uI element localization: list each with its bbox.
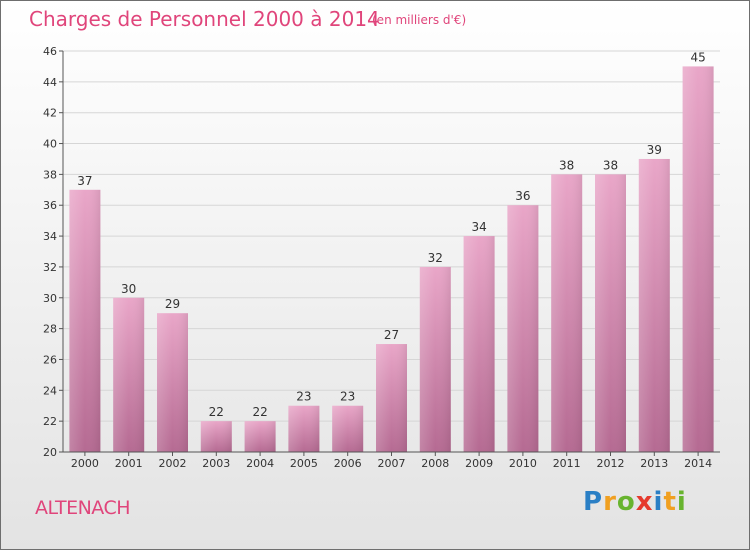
data-label: 34 [471,220,486,234]
y-tick-label: 40 [43,138,57,151]
bar-shade [682,66,714,452]
bar-shade [113,297,145,452]
bar-shade [551,174,583,452]
bar-shade [69,189,101,453]
bar-shade [244,421,276,452]
y-tick-label: 32 [43,261,57,274]
x-tick-label: 2001 [115,457,143,470]
y-tick-label: 46 [43,45,57,58]
axes: 20 22 24 26 28 30 32 34 36 38 40 42 44 46 2000 2001 2002… [43,45,720,470]
y-tick-label: 24 [43,384,57,397]
data-labels: 37 30 29 22 22 23 23 27 32 34 36 38 38 39 45 [77,50,705,419]
x-tick-label: 2013 [640,457,668,470]
data-label: 22 [209,405,224,419]
y-tick-label: 28 [43,323,57,336]
x-tick-label: 2007 [378,457,406,470]
logo-letter: i [653,487,664,517]
y-tick-label: 30 [43,292,57,305]
y-tick-label: 22 [43,415,57,428]
proxiti-logo: Proxiti [583,487,687,517]
bar-shade [463,236,495,452]
data-label: 22 [252,405,267,419]
x-tick-label: 2014 [684,457,712,470]
data-label: 38 [603,158,618,172]
bar-shade [332,405,364,452]
x-tick-label: 2002 [159,457,187,470]
data-label: 37 [77,174,92,188]
x-tick-label: 2004 [246,457,274,470]
y-tick-label: 38 [43,168,57,181]
x-tick-label: 2010 [509,457,537,470]
data-label: 38 [559,158,574,172]
y-tick-label: 26 [43,353,57,366]
y-tick-label: 36 [43,199,57,212]
bar-shade [376,344,407,452]
data-label: 23 [340,390,355,404]
bar-shade [595,174,626,452]
bar-shade [157,313,188,452]
chart-title: Charges de Personnel 2000 à 2014 [29,7,380,31]
chart-subtitle: (en milliers d'€) [372,13,467,27]
bar-shade [507,205,539,452]
x-tick-label: 2003 [202,457,230,470]
x-tick-label: 2000 [71,457,99,470]
x-tick-label: 2011 [553,457,581,470]
bar-shade [288,405,320,452]
x-tick-label: 2006 [334,457,362,470]
data-label: 32 [428,251,443,265]
y-tick-label: 34 [43,230,57,243]
y-tick-label: 44 [43,76,57,89]
bars [69,66,714,453]
logo-letter: o [616,487,636,517]
x-tick-label: 2009 [465,457,493,470]
data-label: 45 [690,50,705,64]
logo-letter: i [676,487,687,517]
x-tick-label: 2012 [597,457,625,470]
data-label: 39 [647,143,662,157]
data-label: 23 [296,390,311,404]
x-tick-label: 2008 [421,457,449,470]
data-label: 29 [165,297,180,311]
y-tick-label: 42 [43,107,57,120]
logo-letter: r [603,487,617,517]
y-tick-label: 20 [43,446,57,459]
x-tick-label: 2005 [290,457,318,470]
bar-shade [638,158,670,452]
data-label: 36 [515,189,530,203]
bar-shade [419,266,451,452]
data-label: 30 [121,282,136,296]
logo-letter: x [635,487,654,517]
logo-letter: P [583,487,604,517]
town-name: ALTENACH [35,497,131,519]
data-label: 27 [384,328,399,342]
logo-letter: t [663,487,677,517]
bar-shade [200,421,232,452]
